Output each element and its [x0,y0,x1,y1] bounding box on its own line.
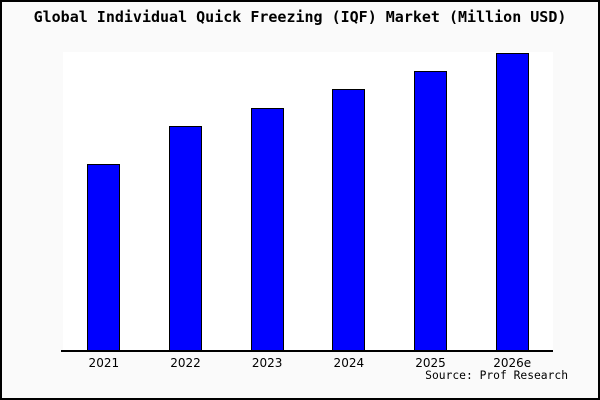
x-axis-line [61,350,553,352]
x-tick-label-2026e: 2026e [493,356,532,370]
bar-2021 [87,164,121,352]
x-tick-label-2022: 2022 [170,356,201,370]
x-tick-label-2023: 2023 [251,356,283,370]
chart-title: Global Individual Quick Freezing (IQF) M… [33,8,567,26]
bar-2023 [250,108,284,352]
bar-2024 [332,89,366,352]
bar-2026e [495,53,529,352]
source-credit: Source: Prof Research [425,369,568,382]
x-tick-label-2021: 2021 [88,356,120,370]
bar-2025 [414,71,447,352]
plot-area [63,52,553,352]
x-tick-label-2024: 2024 [333,356,365,370]
bar-2022 [169,126,202,352]
x-tick-label-2025: 2025 [415,356,446,370]
